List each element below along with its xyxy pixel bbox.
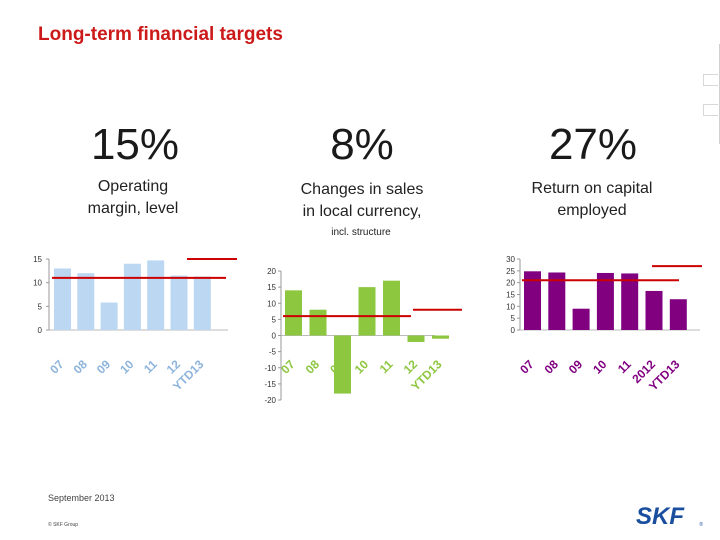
y-tick-label: 0 [38,326,43,335]
y-tick-label: 20 [506,279,515,288]
y-tick-label: 0 [272,332,277,341]
target-label-operating-margin: Operating margin, level [33,176,233,220]
side-notch [703,74,718,86]
y-tick-label: -15 [264,380,276,389]
y-tick-label: 10 [267,299,276,308]
y-tick-label: -20 [264,396,276,405]
target-value-sales-growth: 8% [330,120,394,169]
bar [285,290,302,336]
target-value-roce: 27% [548,120,638,169]
label-line: Return on capital [531,180,653,197]
bar [669,299,687,330]
svg-text:SKF: SKF [636,504,685,528]
page-title: Long-term financial targets [38,24,283,45]
y-tick-label: 15 [506,291,515,300]
bar [621,273,639,330]
svg-text:®: ® [699,521,703,528]
bar [524,271,541,330]
y-tick-label: 5 [511,314,516,323]
y-tick-label: 10 [33,279,42,288]
x-tick-label: 08 [71,357,91,377]
target-value-operating-margin: 15% [90,120,180,169]
label-line: employed [557,202,627,219]
skf-logo: SKF ® [614,504,706,528]
target-note-sales-growth: incl. structure [331,227,391,238]
x-tick-label: 10 [117,357,137,377]
footer-date: September 2013 [48,493,115,503]
bar [572,308,590,330]
y-tick-label: 20 [267,267,276,276]
bar [123,263,141,330]
bar [309,309,327,336]
y-tick-label: 15 [33,255,42,264]
y-tick-label: 30 [506,255,515,264]
x-tick-label: 11 [377,357,396,376]
y-tick-label: 5 [272,315,277,324]
bar [54,268,71,330]
bar [358,287,376,336]
bar [432,335,449,339]
label-line: Changes in sales [300,181,424,198]
y-tick-label: 0 [511,326,516,335]
bar [170,275,188,330]
x-tick-label: 09 [94,357,114,377]
bar [548,272,566,330]
bar [645,290,663,330]
x-tick-label: 10 [590,357,610,377]
bar [334,335,351,394]
x-tick-label: 08 [542,357,562,377]
label-line: margin, level [87,200,179,217]
x-tick-label: 07 [47,357,67,377]
bar [77,273,95,330]
target-label-sales-growth: Changes in sales in local currency, [262,179,462,223]
label-line: Operating [97,178,169,195]
y-tick-label: 5 [38,302,43,311]
x-tick-label: 10 [352,357,372,377]
x-tick-label: 07 [517,357,537,377]
bar [596,272,614,330]
target-label-roce: Return on capital employed [492,178,692,222]
x-tick-label: 09 [566,357,586,377]
x-tick-label: 08 [303,357,323,377]
label-line: in local currency, [302,203,422,220]
bar [383,280,400,336]
side-notch [703,104,718,116]
y-tick-label: 10 [506,302,515,311]
footer-copyright: © SKF Group [48,522,79,528]
bar [100,302,118,330]
bar [193,276,211,330]
y-tick-label: -5 [269,348,277,357]
bar [407,335,425,342]
y-tick-label: -10 [264,364,276,373]
bar [147,260,165,330]
x-tick-label: 11 [141,357,160,376]
y-tick-label: 15 [267,283,276,292]
y-tick-label: 25 [506,267,515,276]
